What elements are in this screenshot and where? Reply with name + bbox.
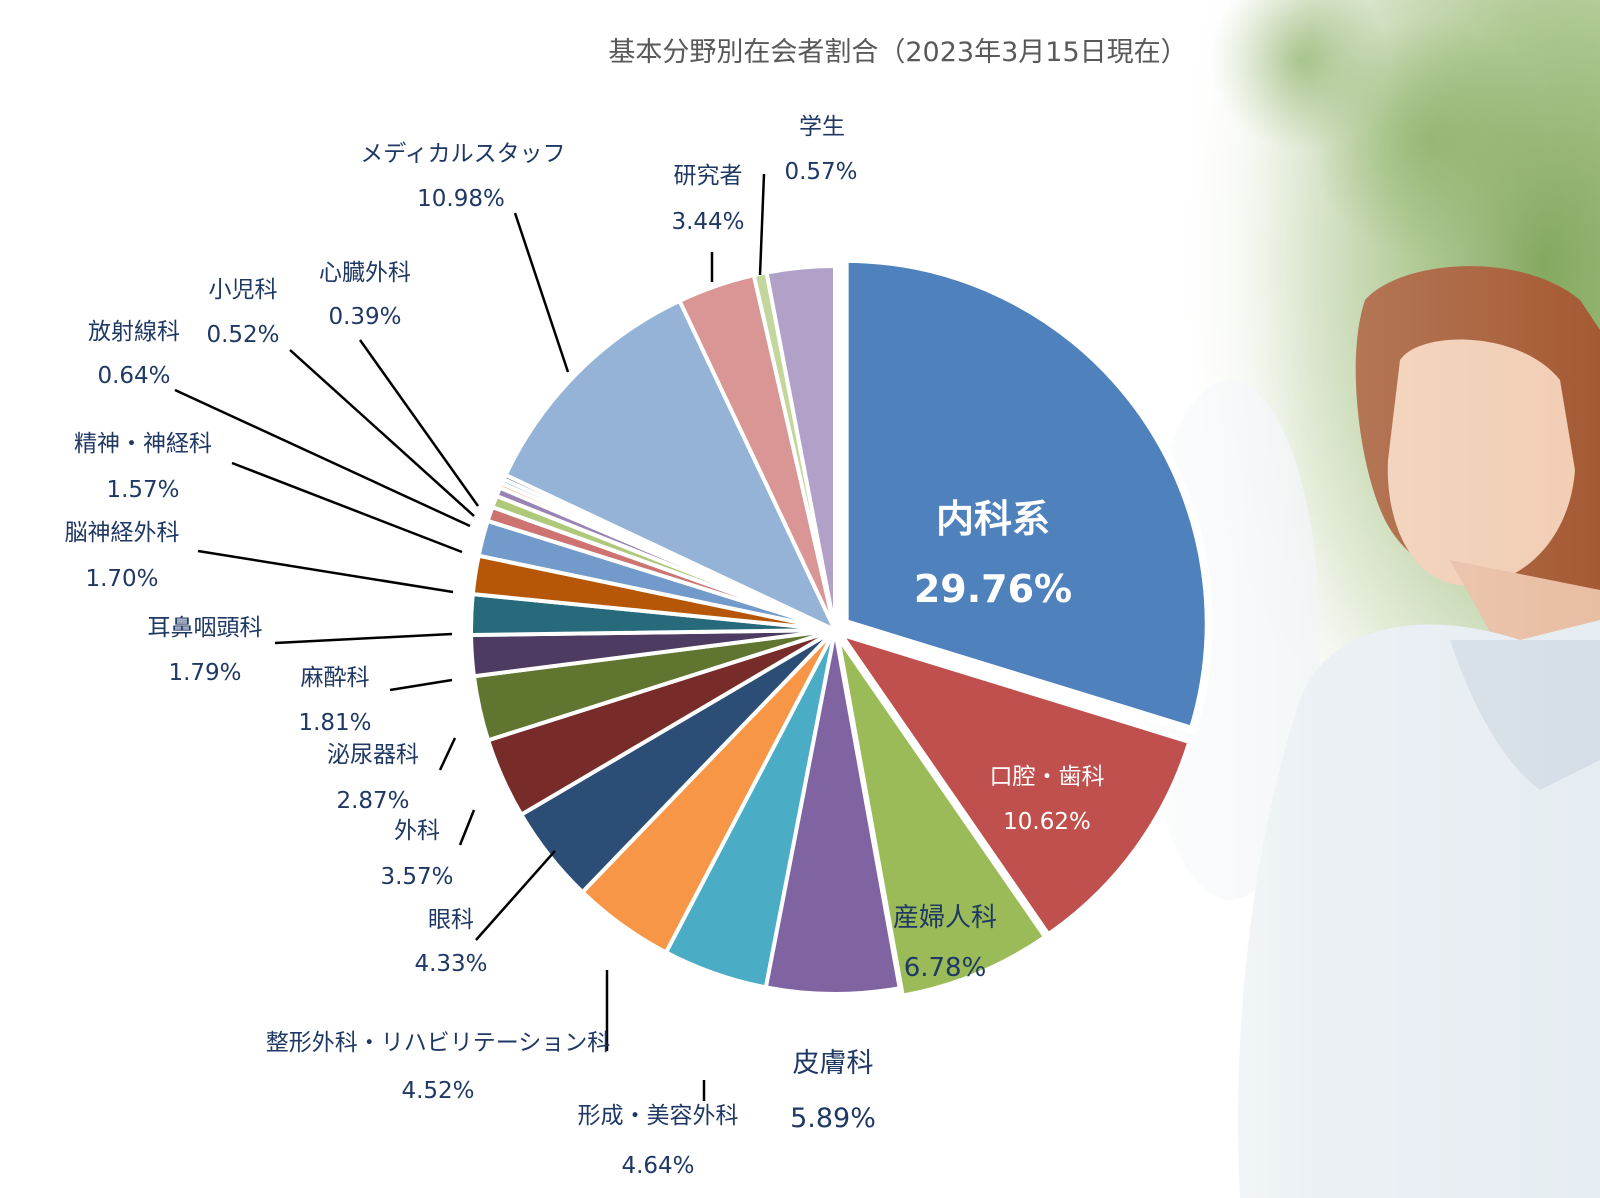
slice-value-2: 10.62% (1003, 809, 1091, 835)
slice-labels: 内科系 29.76% 口腔・歯科 10.62% 産婦人科 6.78% 皮膚科 5.89% 形成・… (65, 114, 1105, 1179)
slice-value-3: 6.78% (904, 953, 987, 983)
slice-value-13: 1.57% (106, 477, 179, 503)
slice-label-21: 研究者 (674, 163, 743, 189)
pie-slice-3 (836, 636, 1048, 998)
slice-value-4: 5.89% (790, 1103, 876, 1134)
slice-value-14: 0.64% (97, 363, 170, 389)
slice-label-15: 小児科 (209, 277, 278, 303)
slice-value-5: 4.64% (621, 1153, 694, 1179)
leader-line-12 (197, 549, 454, 594)
pie-slice-4 (763, 629, 903, 996)
slice-label-3: 産婦人科 (893, 903, 997, 933)
leader-lines (174, 173, 766, 1101)
leader-line-8 (458, 809, 476, 846)
leader-line-7 (475, 850, 556, 941)
slice-label-8: 外科 (394, 818, 440, 844)
slice-label-2: 口腔・歯科 (990, 764, 1105, 790)
slice-label-7: 眼科 (428, 907, 474, 933)
pie-slice-20 (502, 298, 840, 635)
pie-slice-1 (840, 254, 1213, 736)
chart-title: 基本分野別在会者割合（2023年3月15日現在） (608, 37, 1187, 68)
slice-value-7: 4.33% (414, 951, 487, 977)
pie-slices (469, 254, 1213, 998)
slice-value-16: 0.39% (328, 304, 401, 330)
slice-label-12: 脳神経外科 (65, 520, 180, 546)
slice-label-1: 内科系 (936, 497, 1050, 541)
slice-label-11: 耳鼻咽頭科 (148, 615, 263, 641)
slice-label-14: 放射線科 (88, 319, 180, 345)
slice-value-10: 1.81% (298, 710, 371, 736)
slice-label-6: 整形外科・リハビリテーション科 (266, 1030, 611, 1056)
slice-value-12: 1.70% (85, 566, 158, 592)
slice-value-6: 4.52% (401, 1078, 474, 1104)
slice-value-21: 3.44% (671, 209, 744, 235)
slice-label-9: 泌尿器科 (327, 742, 419, 768)
slice-label-16: 心臓外科 (319, 260, 411, 286)
slice-label-13: 精神・神経科 (74, 431, 212, 457)
slice-value-8: 3.57% (380, 864, 453, 890)
slice-label-10: 麻酔科 (301, 665, 370, 691)
slice-value-22: 0.57% (784, 159, 857, 185)
leader-line-14 (174, 388, 471, 528)
leader-line-9 (438, 737, 457, 771)
slice-label-5: 形成・美容外科 (578, 1103, 739, 1129)
slice-value-11: 1.79% (168, 660, 241, 686)
pie-slice-23 (764, 263, 837, 631)
leader-line-15 (289, 349, 475, 517)
leader-line-20 (513, 212, 570, 373)
slice-label-22: 学生 (799, 114, 845, 140)
slice-value-15: 0.52% (206, 322, 279, 348)
slice-value-20: 10.98% (417, 186, 505, 212)
leader-line-10 (389, 678, 453, 692)
leader-line-11 (274, 632, 453, 645)
slice-label-4: 皮膚科 (793, 1048, 874, 1079)
pie-slice-2 (836, 631, 1192, 937)
slice-value-9: 2.87% (336, 788, 409, 814)
slice-value-1: 29.76% (914, 567, 1072, 611)
leader-line-22 (758, 173, 766, 276)
leader-line-16 (358, 339, 480, 507)
slice-label-20: メディカルスタッフ (360, 141, 565, 167)
leader-line-13 (231, 461, 463, 554)
